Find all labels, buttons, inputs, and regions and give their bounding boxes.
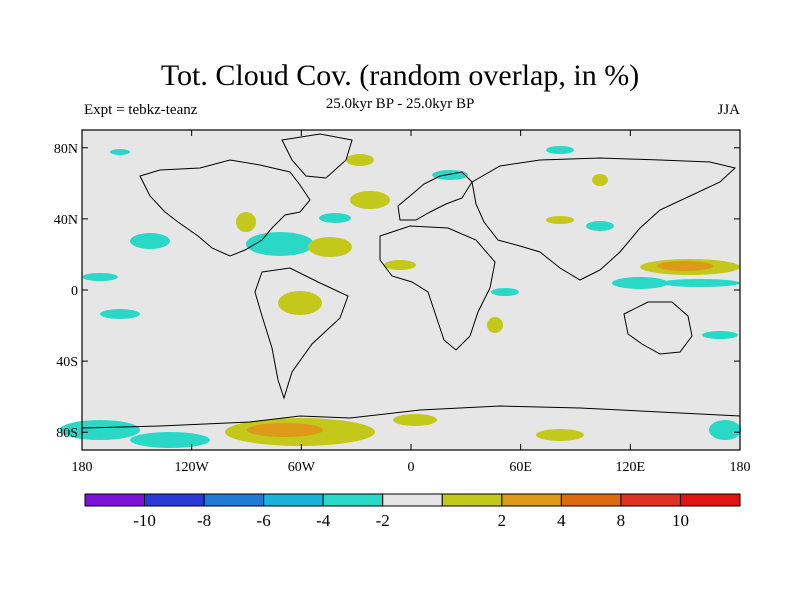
colorbar-swatch bbox=[382, 493, 443, 507]
lon-tick-label: 180 bbox=[72, 460, 93, 475]
patch-yellow bbox=[592, 174, 608, 186]
colorbar-swatch bbox=[203, 493, 265, 507]
coastline-south-america bbox=[254, 267, 349, 400]
patch-cyan bbox=[491, 288, 519, 296]
colorbar-swatch bbox=[263, 493, 324, 507]
colorbar-swatch bbox=[144, 493, 205, 507]
patch-yellow bbox=[393, 414, 437, 426]
patch-yellow bbox=[384, 260, 416, 270]
lat-tick-label: 80S bbox=[56, 426, 78, 441]
season-label: JJA bbox=[717, 102, 740, 118]
patch-cyan bbox=[702, 331, 738, 339]
coastline-antarctica bbox=[81, 405, 741, 429]
colorbar-swatch bbox=[84, 493, 146, 507]
colorbar-swatch bbox=[560, 493, 622, 507]
coastline-asia bbox=[471, 157, 737, 281]
colorbar-label: -8 bbox=[197, 511, 211, 530]
lon-tick-label: 60W bbox=[288, 460, 316, 475]
colorbar-label: -2 bbox=[376, 511, 390, 530]
map-subtitle: 25.0kyr BP - 25.0kyr BP bbox=[325, 96, 475, 112]
patch-cyan bbox=[586, 221, 614, 231]
coastline-greenland bbox=[281, 133, 353, 179]
patch-yellow bbox=[308, 237, 352, 257]
colorbar-swatch bbox=[501, 493, 562, 507]
patch-cyan bbox=[432, 170, 468, 180]
colorbar-label: 4 bbox=[557, 511, 566, 530]
patch-yellow bbox=[278, 291, 322, 315]
colorbar-label: -6 bbox=[257, 511, 271, 530]
coastline-europe bbox=[397, 171, 473, 221]
patch-cyan bbox=[612, 277, 668, 289]
colorbar-label: -10 bbox=[133, 511, 156, 530]
patch-cyan bbox=[660, 279, 740, 287]
coastline-africa bbox=[379, 225, 496, 351]
lon-tick-label: 120E bbox=[616, 460, 646, 475]
patch-orange bbox=[657, 261, 713, 271]
colorbar-label: 2 bbox=[498, 511, 507, 530]
anomaly-patches bbox=[60, 146, 741, 448]
coastlines bbox=[81, 133, 741, 429]
lat-tick-label: 40N bbox=[54, 213, 78, 228]
colorbar-swatch bbox=[441, 493, 503, 507]
coastline-australia bbox=[623, 301, 693, 355]
lon-tick-label: 180 bbox=[730, 460, 751, 475]
patch-cyan bbox=[60, 420, 140, 440]
colorbar-label: 10 bbox=[672, 511, 689, 530]
patch-cyan bbox=[130, 432, 210, 448]
colorbar-label: 8 bbox=[617, 511, 626, 530]
map-background bbox=[82, 130, 740, 450]
colorbar: -10 -8 -6 -4 -2 2 4 8 10 bbox=[84, 493, 741, 530]
patch-cyan bbox=[319, 213, 351, 223]
lon-tick-label: 60E bbox=[509, 460, 532, 475]
patch-cyan bbox=[100, 309, 140, 319]
coastline-north-america bbox=[139, 159, 311, 257]
lat-tick-label: 0 bbox=[71, 284, 78, 299]
patch-yellow bbox=[346, 154, 374, 166]
patch-cyan bbox=[709, 420, 741, 440]
patch-yellow bbox=[546, 216, 574, 224]
patch-yellow bbox=[236, 212, 256, 232]
lon-tick-label: 0 bbox=[408, 460, 415, 475]
colorbar-swatch bbox=[322, 493, 384, 507]
latitude-axis: 80N 40N 0 40S 80S bbox=[54, 142, 740, 441]
patch-cyan bbox=[246, 232, 314, 256]
patch-cyan bbox=[130, 233, 170, 249]
patch-cyan bbox=[82, 273, 118, 281]
patch-cyan bbox=[110, 149, 130, 155]
colorbar-swatch bbox=[679, 493, 741, 507]
lat-tick-label: 80N bbox=[54, 142, 78, 157]
experiment-label: Expt = tebkz-teanz bbox=[84, 102, 198, 118]
patch-orange bbox=[247, 423, 323, 437]
lat-tick-label: 40S bbox=[56, 355, 78, 370]
patch-yellow bbox=[487, 317, 503, 333]
patch-cyan bbox=[546, 146, 574, 154]
lon-tick-label: 120W bbox=[175, 460, 210, 475]
patch-yellow bbox=[350, 191, 390, 209]
longitude-axis: 180 120W 60W 0 60E 120E 180 bbox=[72, 130, 751, 475]
map-title: Tot. Cloud Cov. (random overlap, in %) bbox=[160, 59, 640, 92]
patch-yellow bbox=[536, 429, 584, 441]
colorbar-swatch bbox=[620, 493, 681, 507]
colorbar-label: -4 bbox=[316, 511, 331, 530]
